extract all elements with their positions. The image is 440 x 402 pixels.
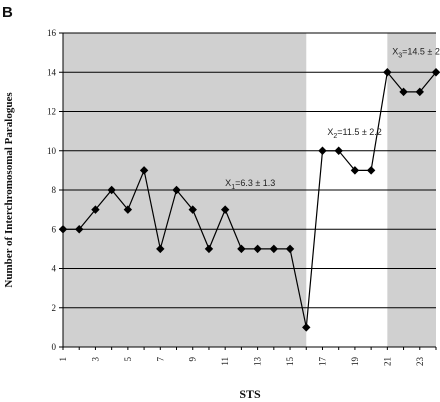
data-point-2 bbox=[75, 225, 84, 234]
data-point-8 bbox=[172, 185, 181, 195]
x-axis-label: STS bbox=[239, 387, 261, 401]
data-series bbox=[58, 68, 440, 332]
x-tick-label-1: 3 bbox=[90, 357, 100, 362]
data-point-24 bbox=[431, 68, 440, 77]
data-point-20 bbox=[366, 166, 376, 175]
data-point-5 bbox=[123, 205, 133, 214]
data-point-18 bbox=[334, 146, 343, 155]
y-tick-label-2: 4 bbox=[52, 264, 57, 274]
y-tick-labels: 0 2 4 6 8 10 12 14 16 bbox=[47, 28, 57, 352]
x-tick-label-7: 15 bbox=[285, 357, 295, 367]
data-point-11 bbox=[220, 205, 230, 214]
data-point-17 bbox=[318, 146, 327, 155]
x-tick-label-11: 23 bbox=[415, 357, 425, 367]
y-tick-label-8: 16 bbox=[47, 28, 57, 38]
y-tick-label-6: 12 bbox=[47, 107, 56, 117]
annotation-3: X3=14.5 ± 2.2 bbox=[392, 47, 440, 60]
annotation-1: X1=6.3 ± 1.3 bbox=[225, 178, 275, 191]
data-point-22 bbox=[399, 87, 408, 97]
panel-label: B bbox=[2, 4, 13, 21]
data-point-7 bbox=[156, 244, 165, 254]
y-tick-label-3: 6 bbox=[52, 224, 57, 234]
x-tick-label-5: 11 bbox=[220, 357, 230, 366]
data-point-1 bbox=[58, 225, 68, 234]
data-point-15 bbox=[285, 244, 295, 254]
data-point-16 bbox=[302, 323, 311, 332]
data-point-4 bbox=[107, 185, 116, 195]
x-tick-label-6: 13 bbox=[253, 357, 263, 367]
x-tick-label-2: 5 bbox=[123, 357, 133, 362]
x-tick-label-9: 19 bbox=[350, 357, 360, 367]
data-point-21 bbox=[383, 68, 392, 77]
y-tick-label-7: 14 bbox=[47, 67, 57, 77]
y-tick-label-5: 10 bbox=[47, 146, 57, 156]
x-tick-label-10: 21 bbox=[382, 357, 392, 366]
data-point-13 bbox=[253, 244, 262, 254]
gridlines bbox=[63, 32, 436, 309]
series-line bbox=[63, 70, 437, 328]
data-point-19 bbox=[350, 166, 360, 175]
data-point-14 bbox=[269, 244, 279, 254]
x-tick-label-0: 1 bbox=[58, 357, 68, 362]
y-tick-label-1: 2 bbox=[52, 303, 57, 313]
annotation-2: X2=11.5 ± 2.2 bbox=[327, 127, 381, 140]
data-point-3 bbox=[91, 205, 100, 214]
data-point-10 bbox=[204, 244, 214, 254]
axes bbox=[59, 32, 437, 350]
data-point-6 bbox=[139, 166, 149, 175]
x-tick-labels: 1 3 5 7 9 11 13 15 17 19 21 23 bbox=[58, 357, 425, 367]
y-tick-label-0: 0 bbox=[52, 342, 57, 352]
data-point-23 bbox=[415, 87, 424, 97]
annotations: X1=6.3 ± 1.3 X2=11.5 ± 2.2 X3=14.5 ± 2.2 bbox=[225, 47, 440, 191]
data-point-9 bbox=[188, 205, 197, 214]
x-tick-label-8: 17 bbox=[317, 357, 327, 367]
y-tick-label-4: 8 bbox=[52, 185, 57, 195]
x-tick-label-4: 9 bbox=[188, 357, 198, 362]
x-tick-label-3: 7 bbox=[155, 357, 165, 362]
y-axis-label: Number of Interchromosomal Paralogues bbox=[3, 92, 15, 288]
data-point-12 bbox=[237, 244, 246, 254]
